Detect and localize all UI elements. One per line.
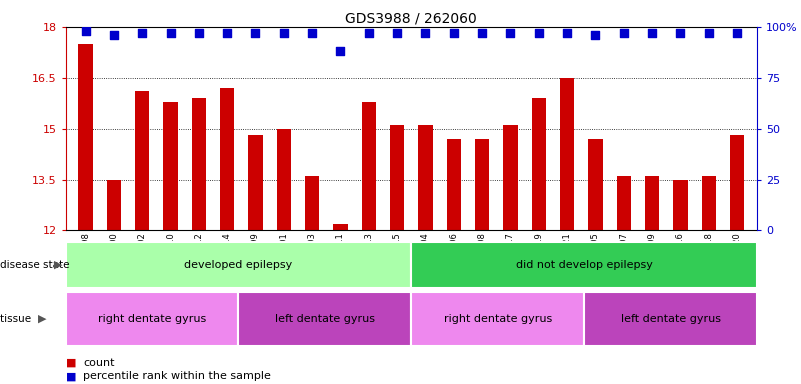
- Text: did not develop epilepsy: did not develop epilepsy: [516, 260, 653, 270]
- Point: [646, 30, 658, 36]
- Text: left dentate gyrus: left dentate gyrus: [275, 314, 375, 324]
- Point: [277, 30, 290, 36]
- Point: [589, 32, 602, 38]
- Bar: [276, 129, 291, 230]
- Bar: [412, 292, 584, 346]
- Point: [731, 30, 743, 36]
- Text: disease state: disease state: [0, 260, 73, 270]
- Bar: [78, 44, 93, 230]
- Bar: [532, 98, 546, 230]
- Bar: [135, 91, 149, 230]
- Point: [164, 30, 177, 36]
- Bar: [702, 176, 716, 230]
- Text: count: count: [83, 358, 115, 368]
- Point: [533, 30, 545, 36]
- Bar: [191, 98, 206, 230]
- Point: [504, 30, 517, 36]
- Bar: [645, 176, 659, 230]
- Bar: [412, 242, 757, 288]
- Point: [476, 30, 489, 36]
- Point: [107, 32, 120, 38]
- Bar: [390, 125, 405, 230]
- Bar: [248, 136, 263, 230]
- Point: [334, 48, 347, 55]
- Bar: [503, 125, 517, 230]
- Bar: [66, 292, 239, 346]
- Text: GDS3988 / 262060: GDS3988 / 262060: [345, 12, 477, 25]
- Bar: [584, 292, 757, 346]
- Point: [249, 30, 262, 36]
- Bar: [475, 139, 489, 230]
- Bar: [239, 292, 412, 346]
- Text: developed epilepsy: developed epilepsy: [184, 260, 292, 270]
- Bar: [560, 78, 574, 230]
- Text: ■: ■: [66, 358, 76, 368]
- Bar: [589, 139, 602, 230]
- Bar: [418, 125, 433, 230]
- Text: ■: ■: [66, 371, 76, 381]
- Point: [362, 30, 375, 36]
- Bar: [730, 136, 744, 230]
- Bar: [220, 88, 234, 230]
- Point: [561, 30, 574, 36]
- Text: right dentate gyrus: right dentate gyrus: [444, 314, 552, 324]
- Text: percentile rank within the sample: percentile rank within the sample: [83, 371, 272, 381]
- Point: [419, 30, 432, 36]
- Text: right dentate gyrus: right dentate gyrus: [98, 314, 206, 324]
- Bar: [447, 139, 461, 230]
- Point: [79, 28, 92, 34]
- Text: tissue: tissue: [0, 314, 34, 324]
- Bar: [305, 176, 320, 230]
- Bar: [66, 242, 412, 288]
- Bar: [362, 101, 376, 230]
- Point: [618, 30, 630, 36]
- Point: [221, 30, 234, 36]
- Point: [702, 30, 715, 36]
- Bar: [333, 223, 348, 230]
- Bar: [107, 180, 121, 230]
- Bar: [674, 180, 687, 230]
- Point: [306, 30, 319, 36]
- Text: ▶: ▶: [54, 260, 63, 270]
- Bar: [617, 176, 631, 230]
- Point: [448, 30, 461, 36]
- Point: [135, 30, 148, 36]
- Text: ▶: ▶: [38, 314, 46, 324]
- Bar: [163, 101, 178, 230]
- Point: [391, 30, 404, 36]
- Point: [674, 30, 687, 36]
- Text: left dentate gyrus: left dentate gyrus: [621, 314, 721, 324]
- Point: [192, 30, 205, 36]
